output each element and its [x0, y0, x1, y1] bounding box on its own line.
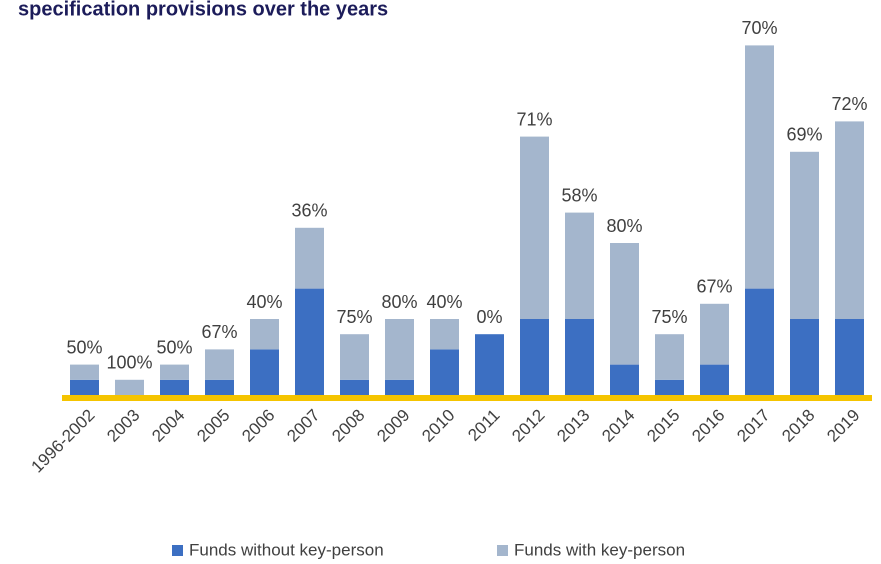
bar-segment — [565, 212, 594, 319]
bar-segment — [655, 379, 684, 395]
x-tick-label: 2003 — [103, 406, 143, 446]
bar-label: 36% — [291, 201, 327, 221]
chart-title: specification provisions over the years — [18, 0, 388, 20]
bar-segment — [430, 349, 459, 395]
bar-segment — [250, 319, 279, 350]
bar-label: 58% — [561, 185, 597, 205]
legend-swatch — [172, 545, 183, 556]
baseline — [62, 395, 872, 401]
bar-label: 71% — [516, 109, 552, 129]
bar-segment — [115, 379, 144, 395]
legend-label: Funds without key-person — [189, 540, 384, 559]
bar-segment — [295, 288, 324, 395]
bar-segment — [70, 364, 99, 380]
x-tick-label: 2017 — [733, 406, 773, 446]
x-tick-label: 2005 — [193, 406, 233, 446]
bar-segment — [655, 334, 684, 380]
bar-segment — [295, 227, 324, 289]
bar-segment — [475, 334, 504, 395]
bar-label: 72% — [831, 94, 867, 114]
bar-segment — [745, 45, 774, 289]
x-tick-label: 2018 — [778, 406, 818, 446]
legend-label: Funds with key-person — [514, 540, 685, 559]
bar-segment — [160, 364, 189, 380]
bar-segment — [430, 319, 459, 350]
bar-segment — [790, 319, 819, 395]
legend-swatch — [497, 545, 508, 556]
bar-label: 40% — [426, 292, 462, 312]
bar-segment — [745, 288, 774, 395]
bar-label: 75% — [336, 307, 372, 327]
bar-segment — [250, 349, 279, 395]
x-tick-label: 2010 — [418, 406, 458, 446]
bar-segment — [205, 379, 234, 395]
bar-segment — [340, 334, 369, 380]
x-tick-label: 2016 — [688, 406, 728, 446]
x-tick-label: 2009 — [373, 406, 413, 446]
bar-segment — [70, 379, 99, 395]
x-tick-label: 2011 — [464, 406, 503, 445]
bar-label: 100% — [106, 353, 152, 373]
bar-segment — [205, 349, 234, 380]
bar-segment — [520, 319, 549, 395]
bar-segment — [160, 379, 189, 395]
bar-label: 69% — [786, 125, 822, 145]
bar-segment — [520, 136, 549, 319]
bar-segment — [340, 379, 369, 395]
x-tick-label: 2007 — [283, 406, 323, 446]
bar-label: 67% — [201, 322, 237, 342]
bar-label: 80% — [381, 292, 417, 312]
bar-label: 80% — [606, 216, 642, 236]
bar-segment — [700, 364, 729, 395]
bar-label: 0% — [476, 307, 502, 327]
bar-label: 67% — [696, 277, 732, 297]
bar-label: 70% — [741, 18, 777, 38]
bar-segment — [610, 364, 639, 395]
x-tick-label: 2013 — [553, 406, 593, 446]
bar-label: 40% — [246, 292, 282, 312]
x-tick-label: 2008 — [328, 406, 368, 446]
bar-label: 50% — [156, 337, 192, 357]
bar-segment — [565, 319, 594, 395]
x-tick-label: 2015 — [643, 406, 683, 446]
x-tick-label: 2004 — [148, 406, 188, 446]
bar-segment — [790, 151, 819, 319]
x-tick-label: 2006 — [238, 406, 278, 446]
bar-label: 50% — [66, 337, 102, 357]
bar-segment — [700, 303, 729, 365]
bar-label: 75% — [651, 307, 687, 327]
bar-segment — [835, 121, 864, 320]
bar-segment — [835, 319, 864, 395]
x-tick-label: 2014 — [598, 406, 638, 446]
x-tick-label: 1996-2002 — [28, 406, 99, 477]
bar-segment — [385, 379, 414, 395]
bar-segment — [610, 243, 639, 365]
x-tick-label: 2019 — [823, 406, 863, 446]
x-tick-label: 2012 — [508, 406, 548, 446]
bar-segment — [385, 319, 414, 380]
